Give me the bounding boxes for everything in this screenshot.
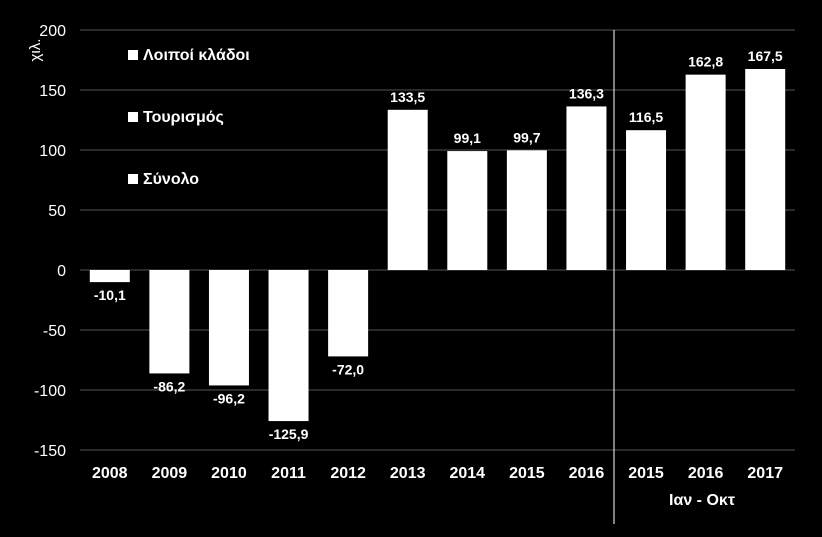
data-label: -86,2 <box>153 378 185 394</box>
y-tick-label: 50 <box>48 203 66 220</box>
bar <box>447 151 488 270</box>
legend-swatch <box>128 112 138 122</box>
x-axis-ticks: 2008 2009 2010 2011 2012 2013 2014 2015 2016 2015… <box>92 465 783 482</box>
y-tick-label: -150 <box>34 443 66 460</box>
x-tick-label: 2014 <box>449 465 485 482</box>
bar <box>89 270 130 283</box>
data-label: 99,1 <box>454 130 481 146</box>
bar <box>745 69 786 270</box>
bar <box>268 270 309 422</box>
period-label: Ιαν - Οκτ <box>669 492 735 509</box>
legend-entry: Τουρισμός <box>143 109 224 126</box>
bar <box>685 74 726 270</box>
legend-swatch <box>128 50 138 60</box>
bar <box>566 106 607 270</box>
x-tick-label: 2008 <box>92 465 128 482</box>
y-tick-label: -100 <box>34 383 66 400</box>
y-axis-label: χιλ. <box>27 39 44 62</box>
legend-entry: Σύνολο <box>143 171 199 188</box>
data-label: -125,9 <box>269 426 309 442</box>
x-tick-label: 2015 <box>509 465 545 482</box>
x-tick-label: 2016 <box>688 465 724 482</box>
y-tick-label: 0 <box>57 263 66 280</box>
bar <box>387 109 428 270</box>
y-tick-label: -50 <box>43 323 66 340</box>
y-tick-label: 200 <box>39 23 66 40</box>
data-label: -96,2 <box>213 390 245 406</box>
x-tick-label: 2015 <box>628 465 664 482</box>
data-label: 116,5 <box>629 109 663 125</box>
bars <box>89 69 786 422</box>
y-tick-label: 100 <box>39 143 66 160</box>
x-tick-label: 2017 <box>747 465 783 482</box>
x-tick-label: 2010 <box>211 465 247 482</box>
x-tick-label: 2012 <box>330 465 366 482</box>
x-tick-label: 2011 <box>271 465 306 482</box>
legend: Λοιποί κλάδοι Τουρισμός Σύνολο <box>128 47 250 188</box>
bar <box>328 270 369 357</box>
bar <box>626 130 667 270</box>
data-label: -10,1 <box>94 287 126 303</box>
legend-swatch <box>128 174 138 184</box>
data-label: 133,5 <box>390 89 425 105</box>
x-tick-label: 2009 <box>152 465 188 482</box>
x-tick-label: 2016 <box>569 465 605 482</box>
y-axis-ticks: -150 -100 -50 0 50 100 150 200 <box>34 23 66 460</box>
gridlines <box>80 29 795 451</box>
data-label: 136,3 <box>569 85 604 101</box>
bar <box>149 270 190 374</box>
data-label: 167,5 <box>748 48 783 64</box>
data-labels: -10,1 -86,2 -96,2 -125,9 -72,0 133,5 99,1 99,7 1… <box>94 48 783 442</box>
bar <box>208 270 249 386</box>
data-label: 99,7 <box>513 129 540 145</box>
y-tick-label: 150 <box>39 83 66 100</box>
data-label: 162,8 <box>688 54 723 70</box>
legend-entry: Λοιποί κλάδοι <box>143 47 250 64</box>
x-tick-label: 2013 <box>390 465 426 482</box>
bar <box>506 150 547 270</box>
data-label: -72,0 <box>332 361 364 377</box>
